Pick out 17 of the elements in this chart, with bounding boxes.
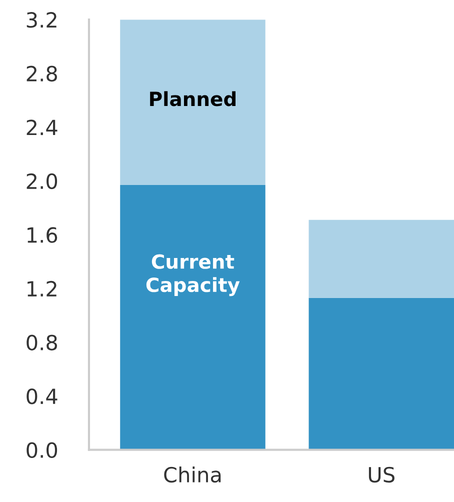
y-tick-label: 2.0 xyxy=(26,173,58,190)
series-label: Current Capacity xyxy=(146,254,240,296)
x-tick-label: US xyxy=(368,466,394,483)
y-tick-label: 2.8 xyxy=(26,66,58,82)
bar xyxy=(308,298,454,450)
y-tick-label: 0.8 xyxy=(26,334,58,350)
y-tick-label: 1.6 xyxy=(28,227,58,243)
y-tick-label: 3.2 xyxy=(26,12,56,28)
bar xyxy=(120,20,266,185)
bar xyxy=(308,220,454,298)
bar xyxy=(120,184,266,450)
x-tick-label: China xyxy=(164,466,221,483)
series-label: Planned xyxy=(150,91,236,106)
y-tick-label: 0.4 xyxy=(26,388,58,404)
y-tick-label: 1.2 xyxy=(28,280,56,296)
y-tick-label: 0.0 xyxy=(26,442,58,458)
y-tick-label: 2.4 xyxy=(26,120,58,136)
